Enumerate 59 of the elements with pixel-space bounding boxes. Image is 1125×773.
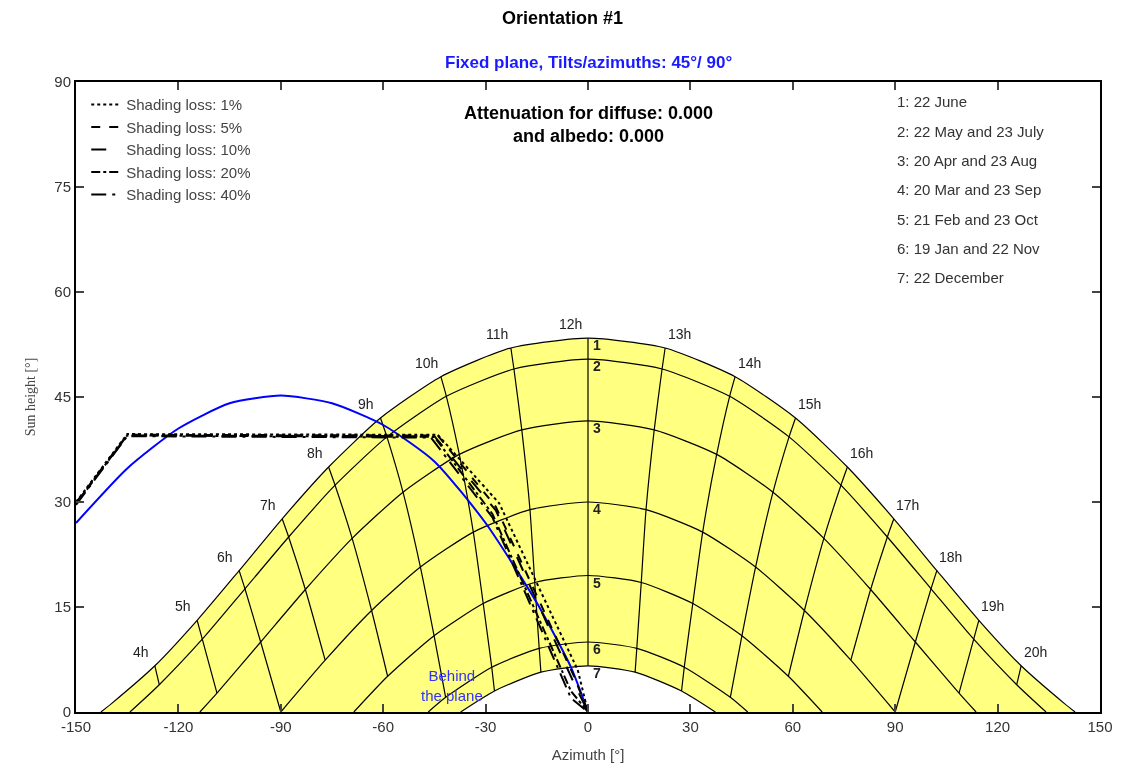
x-tick-label: 90 <box>886 718 904 735</box>
annotation: 2 <box>593 358 601 374</box>
y-tick-label: 0 <box>62 703 71 721</box>
legend-label: Shading loss: 20% <box>126 163 251 181</box>
y-tick-label: 30 <box>54 493 71 511</box>
chart-title: Orientation #1 <box>501 8 624 29</box>
annotation: 3: 20 Apr and 23 Aug <box>897 152 1038 169</box>
legend-label: Shading loss: 40% <box>126 186 251 204</box>
legend-label: Shading loss: 10% <box>126 141 251 159</box>
annotation: 11h <box>486 326 509 342</box>
legend-label: Shading loss: 5% <box>126 118 243 136</box>
x-tick-label: 120 <box>985 718 1011 735</box>
x-tick-label: 0 <box>583 718 593 735</box>
annotation: 12h <box>559 316 583 332</box>
annotation: 7: 22 December <box>897 269 1004 286</box>
annotation: 4: 20 Mar and 23 Sep <box>897 181 1042 198</box>
annotation: 6h <box>217 549 233 565</box>
x-tick-label: -120 <box>163 718 194 735</box>
annotation: 5h <box>175 598 191 614</box>
chart-subtitle: Fixed plane, Tilts/azimuths: 45°/ 90° <box>445 53 733 72</box>
annotation: 1: 22 June <box>897 93 968 110</box>
y-tick-label: 15 <box>54 598 71 616</box>
annotation: 5: 21 Feb and 23 Oct <box>897 211 1039 228</box>
x-axis-title: Azimuth [°] <box>551 745 625 763</box>
y-axis-title: Sun height [°] <box>23 357 39 437</box>
annotation: 5 <box>593 575 601 591</box>
annotation: 16h <box>850 445 874 461</box>
annotation: 17h <box>896 497 920 513</box>
annotation: 7h <box>260 497 276 513</box>
annotation: 15h <box>798 396 822 412</box>
y-tick-label: 75 <box>54 178 71 196</box>
y-tick-label: 60 <box>54 283 71 301</box>
x-tick-label: -90 <box>269 718 292 735</box>
annotation: 14h <box>738 355 762 371</box>
annotation: 7 <box>593 665 601 681</box>
x-tick-label: 60 <box>784 718 802 735</box>
annotation: 8h <box>307 445 323 461</box>
annotation: 6: 19 Jan and 22 Nov <box>897 240 1041 257</box>
annotation: 19h <box>981 598 1005 614</box>
annotation: 3 <box>593 420 601 436</box>
annotation: 1 <box>593 337 601 353</box>
x-tick-label: 150 <box>1087 718 1113 735</box>
annotation: 6 <box>593 641 601 657</box>
x-tick-label: -30 <box>474 718 497 735</box>
x-tick-label: -60 <box>372 718 395 735</box>
legend-label: Shading loss: 1% <box>126 96 243 114</box>
annotation: Attenuation for diffuse: 0.000 and albedo: 0.000 <box>464 103 714 147</box>
y-tick-label: 90 <box>54 73 71 91</box>
annotation: 10h <box>415 355 439 371</box>
y-tick-label: 45 <box>54 388 71 406</box>
annotation: 13h <box>668 326 692 342</box>
annotation: 9h <box>358 396 374 412</box>
annotation: 2: 22 May and 23 July <box>897 123 1045 140</box>
annotation: 4 <box>593 501 601 517</box>
annotation: 20h <box>1024 644 1048 660</box>
x-tick-label: -150 <box>60 718 92 735</box>
x-tick-label: 30 <box>682 718 699 735</box>
annotation: 18h <box>939 549 963 565</box>
annotation: 4h <box>133 644 149 660</box>
